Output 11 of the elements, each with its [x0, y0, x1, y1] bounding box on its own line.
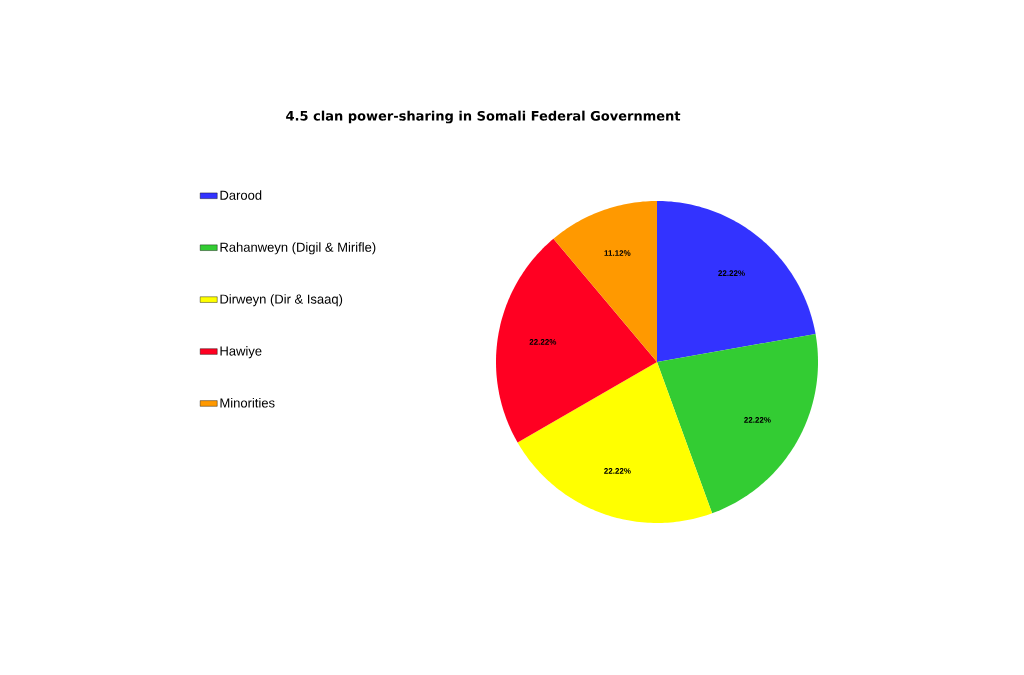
data-label: 22.22%: [718, 270, 745, 277]
legend-label: Rahanweyn (Digil & Mirifle): [220, 242, 376, 255]
data-label: 11.12%: [604, 250, 631, 256]
legend-label: Dirweyn (Dir & Isaaq): [220, 294, 343, 307]
data-label: 22.22%: [744, 417, 771, 423]
data-label: 22.22%: [604, 468, 631, 474]
chart-title: 4.5 clan power-sharing in Somali Federal Government: [286, 110, 681, 124]
legend-label: Darood: [220, 190, 262, 200]
data-label: 22.22%: [529, 339, 557, 345]
legend-label: Hawiye: [220, 346, 262, 359]
legend-label: Minorities: [220, 398, 275, 408]
